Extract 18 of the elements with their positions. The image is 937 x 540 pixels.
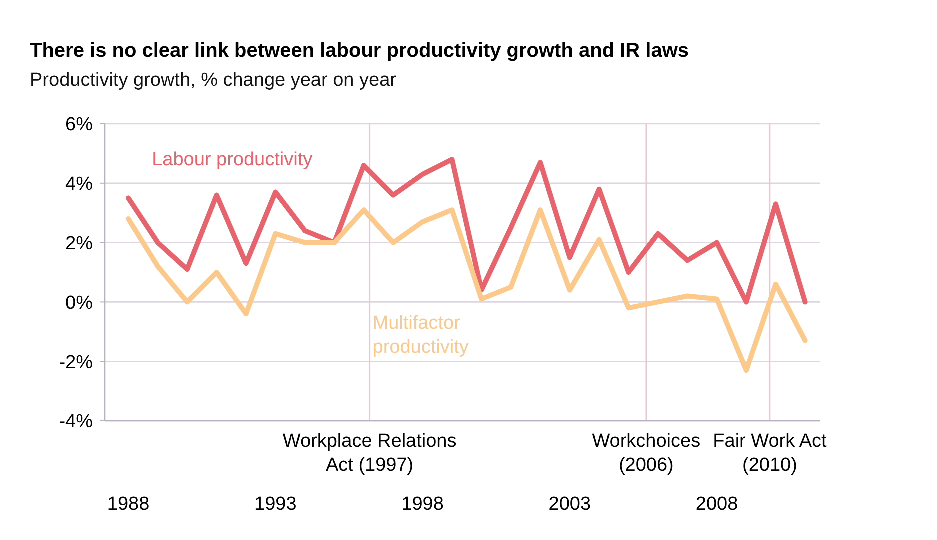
ref-line-label: Fair Work Act (2010) (713, 431, 828, 476)
x-tick-label: 1993 (254, 494, 297, 515)
ref-line-label: Workchoices (2006) (592, 431, 701, 476)
y-tick-label: -4% (59, 412, 94, 433)
x-tick-label: 2008 (696, 494, 738, 515)
x-tick-label: 1998 (402, 494, 444, 515)
chart-subtitle: Productivity growth, % change year on year (30, 70, 398, 91)
x-tick-label: 2003 (548, 494, 592, 515)
y-tick-label: 4% (66, 174, 94, 196)
x-tick-label: 1988 (107, 494, 150, 515)
chart-title: There is no clear link between labour productivity growth and IR laws (30, 40, 690, 62)
y-tick-label: 2% (66, 233, 94, 254)
y-tick-label: 0% (66, 292, 94, 314)
y-tick-label: 6% (66, 114, 94, 136)
series-label: Labour productivity (152, 150, 314, 171)
series-label: Multifactor productivity (372, 312, 470, 358)
y-tick-label: -2% (59, 352, 94, 374)
ref-line-label: Workplace Relations Act (1997) (282, 431, 457, 476)
